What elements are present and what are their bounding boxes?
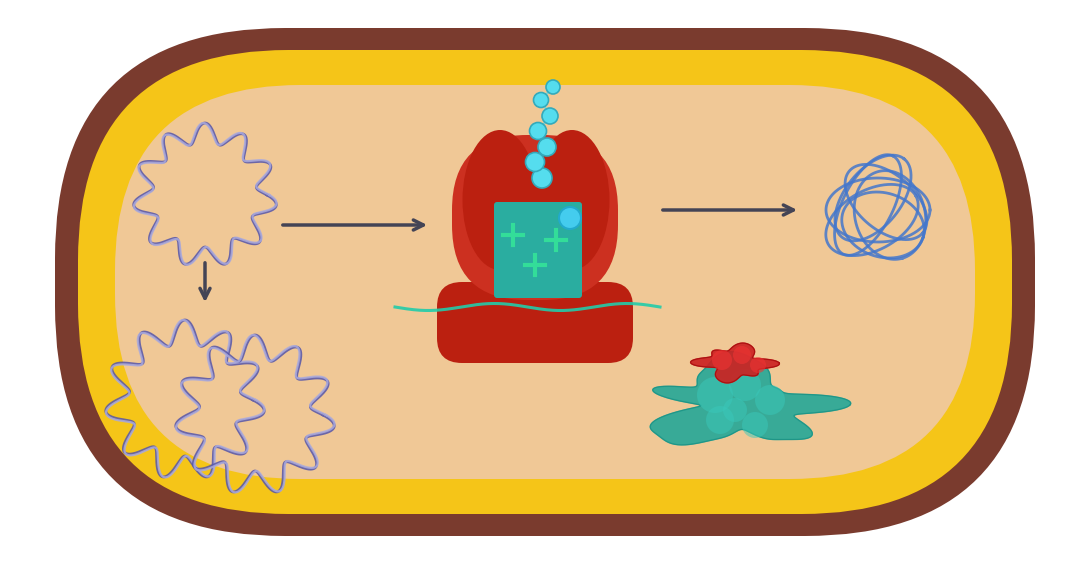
Circle shape bbox=[750, 357, 766, 373]
Circle shape bbox=[706, 406, 734, 434]
Polygon shape bbox=[691, 343, 779, 383]
Circle shape bbox=[712, 350, 732, 370]
Circle shape bbox=[755, 385, 785, 415]
Circle shape bbox=[538, 138, 556, 156]
Polygon shape bbox=[651, 351, 850, 445]
Circle shape bbox=[697, 377, 732, 413]
Circle shape bbox=[546, 80, 560, 94]
FancyBboxPatch shape bbox=[78, 50, 1012, 514]
Circle shape bbox=[533, 93, 548, 107]
Circle shape bbox=[723, 398, 747, 422]
FancyBboxPatch shape bbox=[54, 28, 1036, 536]
FancyBboxPatch shape bbox=[452, 135, 618, 300]
Circle shape bbox=[530, 123, 546, 140]
Circle shape bbox=[542, 108, 558, 124]
Circle shape bbox=[742, 412, 768, 438]
Circle shape bbox=[732, 346, 751, 364]
Circle shape bbox=[532, 168, 552, 188]
FancyBboxPatch shape bbox=[494, 202, 582, 298]
Circle shape bbox=[525, 153, 545, 172]
FancyBboxPatch shape bbox=[437, 282, 633, 363]
Circle shape bbox=[729, 369, 761, 401]
Ellipse shape bbox=[534, 130, 609, 270]
FancyBboxPatch shape bbox=[116, 85, 974, 479]
Ellipse shape bbox=[462, 130, 537, 270]
Circle shape bbox=[559, 207, 581, 229]
